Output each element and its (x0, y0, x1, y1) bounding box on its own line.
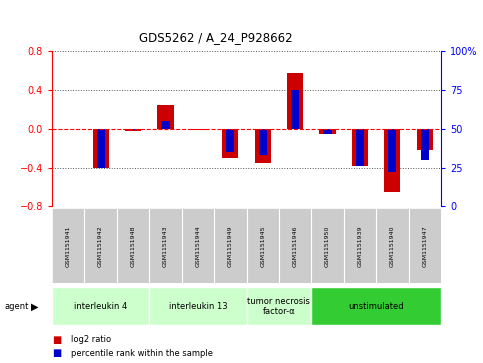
Text: GSM1151939: GSM1151939 (357, 225, 362, 267)
Text: ■: ■ (52, 348, 61, 358)
Text: GSM1151941: GSM1151941 (66, 225, 71, 266)
Bar (93, 129, 109, 168)
Bar (417, 129, 433, 150)
Bar (222, 129, 239, 158)
Bar (287, 73, 303, 129)
Text: GDS5262 / A_24_P928662: GDS5262 / A_24_P928662 (139, 31, 292, 44)
Text: GSM1151946: GSM1151946 (293, 225, 298, 266)
Bar (421, 129, 429, 160)
FancyBboxPatch shape (52, 287, 149, 325)
FancyBboxPatch shape (52, 208, 441, 284)
Bar (324, 129, 332, 134)
FancyBboxPatch shape (149, 287, 246, 325)
Text: unstimulated: unstimulated (348, 302, 404, 311)
Bar (291, 90, 299, 129)
Text: GSM1151940: GSM1151940 (390, 225, 395, 266)
Bar (226, 129, 234, 152)
Bar (388, 129, 397, 172)
Bar (352, 129, 368, 166)
Bar (384, 129, 400, 192)
Bar (161, 121, 170, 129)
Text: interleukin 4: interleukin 4 (74, 302, 127, 311)
FancyBboxPatch shape (246, 287, 312, 325)
Text: GSM1151943: GSM1151943 (163, 225, 168, 267)
Text: GSM1151947: GSM1151947 (422, 225, 427, 267)
Bar (97, 129, 105, 168)
Bar (319, 129, 336, 134)
Bar (129, 129, 137, 130)
Text: ■: ■ (52, 335, 61, 345)
Text: GSM1151945: GSM1151945 (260, 225, 265, 266)
Bar (190, 129, 206, 130)
Bar (255, 129, 271, 163)
Text: GSM1151949: GSM1151949 (228, 225, 233, 267)
Text: GSM1151950: GSM1151950 (325, 225, 330, 266)
Text: interleukin 13: interleukin 13 (169, 302, 227, 311)
Bar (356, 129, 364, 166)
Text: GSM1151944: GSM1151944 (196, 225, 200, 267)
Bar (157, 105, 173, 129)
Text: log2 ratio: log2 ratio (71, 335, 112, 344)
Text: agent: agent (5, 302, 29, 311)
Bar (259, 129, 267, 155)
Text: ▶: ▶ (31, 301, 39, 311)
Bar (125, 129, 141, 131)
Text: GSM1151948: GSM1151948 (130, 225, 136, 266)
Text: percentile rank within the sample: percentile rank within the sample (71, 349, 213, 358)
FancyBboxPatch shape (312, 287, 441, 325)
Text: GSM1151942: GSM1151942 (98, 225, 103, 267)
Text: tumor necrosis
factor-α: tumor necrosis factor-α (247, 297, 311, 316)
